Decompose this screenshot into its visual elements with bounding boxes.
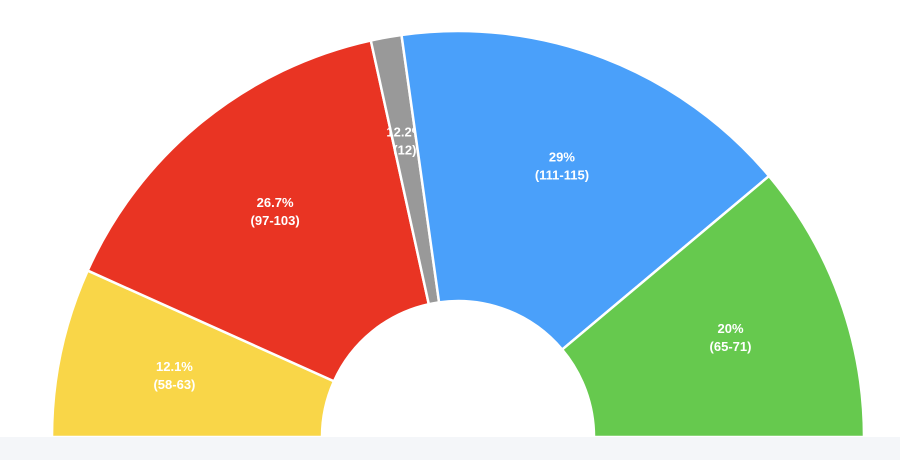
slice-range-label-0: (58-63) xyxy=(153,377,195,392)
pie-slice-3[interactable] xyxy=(400,29,771,351)
chart-baseline-strip xyxy=(0,437,900,460)
pie-slice-1[interactable] xyxy=(86,39,431,383)
slice-percent-label-1: 26.7% xyxy=(257,195,294,210)
slice-percent-label-0: 12.1% xyxy=(156,359,193,374)
slice-range-label-3: (111-115) xyxy=(535,167,589,182)
pie-slice-0[interactable] xyxy=(50,269,336,439)
slice-range-label-2: (12) xyxy=(393,143,416,158)
slice-percent-label-3: 29% xyxy=(549,149,575,164)
slice-range-label-1: (97-103) xyxy=(251,213,300,228)
pie-slice-4[interactable] xyxy=(560,174,866,439)
slice-percent-label-4: 20% xyxy=(717,321,743,336)
slice-range-label-4: (65-71) xyxy=(710,339,752,354)
